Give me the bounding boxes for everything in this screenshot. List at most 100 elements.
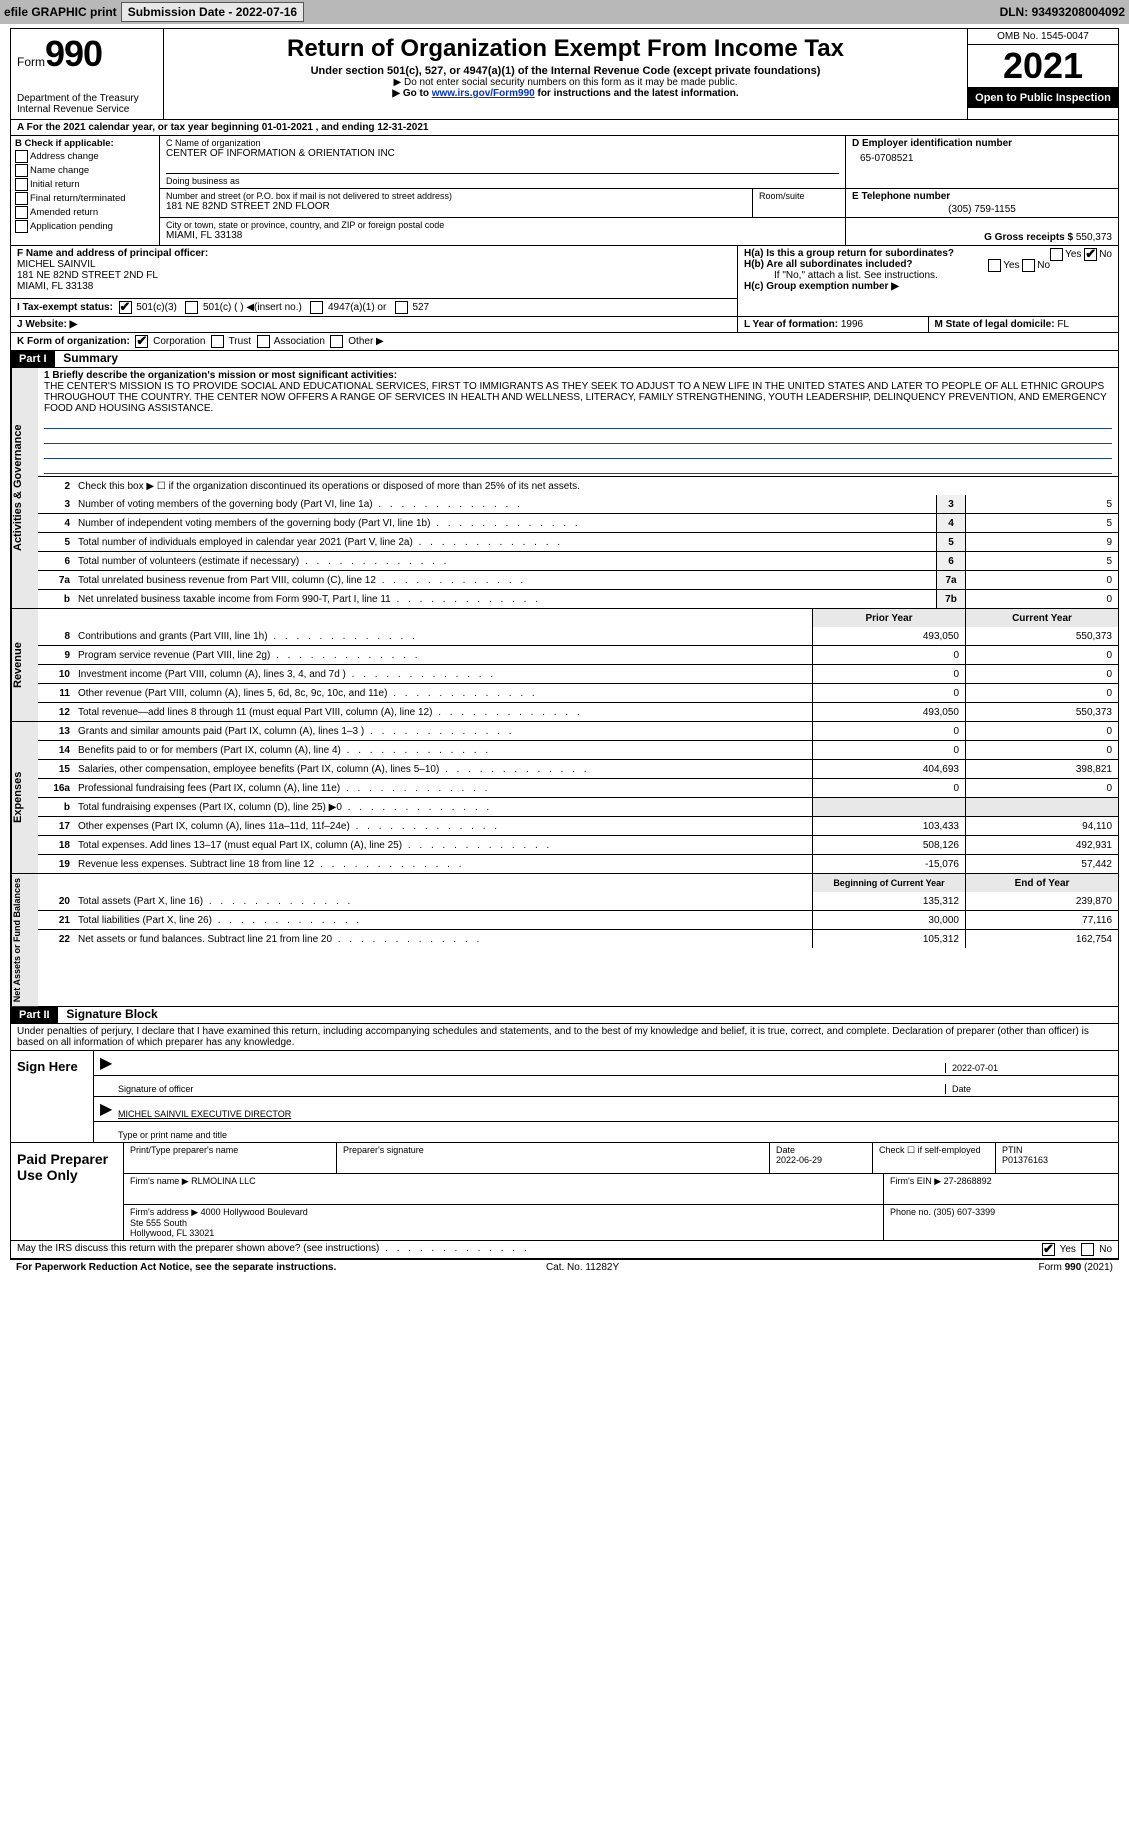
part1-title: Summary	[57, 351, 118, 365]
sign-here-label: Sign Here	[11, 1051, 94, 1142]
cb-initial-return[interactable]: Initial return	[15, 178, 155, 191]
cb-final-return[interactable]: Final return/terminated	[15, 192, 155, 205]
rev-header: Prior Year Current Year	[38, 609, 1118, 627]
form-page: Form990 Department of the Treasury Inter…	[0, 24, 1129, 1285]
gov-line-4: 4Number of independent voting members of…	[38, 513, 1118, 532]
ein-value: 65-0708521	[852, 149, 1112, 168]
cb-501c3[interactable]	[119, 301, 132, 314]
row-a-period: A For the 2021 calendar year, or tax yea…	[10, 120, 1119, 136]
col-g-receipts: G Gross receipts $ 550,373	[846, 218, 1118, 245]
mission-text: THE CENTER'S MISSION IS TO PROVIDE SOCIA…	[44, 381, 1107, 414]
net-header: Beginning of Current Year End of Year	[38, 874, 1118, 892]
cb-name-change[interactable]: Name change	[15, 164, 155, 177]
cb-527[interactable]	[395, 301, 408, 314]
ptin: P01376163	[1002, 1155, 1048, 1165]
note-ssn: ▶ Do not enter social security numbers o…	[172, 77, 959, 88]
paid-preparer-label: Paid Preparer Use Only	[11, 1143, 124, 1240]
col-c: C Name of organization CENTER OF INFORMA…	[160, 136, 1118, 245]
submission-date-btn[interactable]: Submission Date - 2022-07-16	[121, 2, 304, 22]
paid-preparer-block: Paid Preparer Use Only Print/Type prepar…	[10, 1143, 1119, 1241]
principal-officer: F Name and address of principal officer:…	[11, 246, 737, 299]
hb-yes[interactable]	[988, 259, 1001, 272]
arrow-icon: ▶	[100, 1053, 118, 1073]
rev-line-9: 9Program service revenue (Part VIII, lin…	[38, 645, 1118, 664]
irs-no[interactable]	[1081, 1243, 1094, 1256]
col-d-ein: D Employer identification number 65-0708…	[846, 136, 1118, 188]
header-right: OMB No. 1545-0047 2021 Open to Public In…	[967, 29, 1118, 119]
net-line-22: 22Net assets or fund balances. Subtract …	[38, 929, 1118, 948]
cb-corp[interactable]	[135, 335, 148, 348]
irs-link[interactable]: www.irs.gov/Form990	[432, 88, 535, 99]
state-domicile: M State of legal domicile: FL	[929, 317, 1119, 332]
block-bc: B Check if applicable: Address change Na…	[10, 136, 1119, 246]
cb-assoc[interactable]	[257, 335, 270, 348]
cb-4947[interactable]	[310, 301, 323, 314]
phone-value: (305) 759-1155	[852, 202, 1112, 215]
dept-label: Department of the Treasury Internal Reve…	[17, 93, 157, 115]
cb-address-change[interactable]: Address change	[15, 150, 155, 163]
irs-yes[interactable]	[1042, 1243, 1055, 1256]
section-net-assets: Net Assets or Fund Balances Beginning of…	[10, 874, 1119, 1007]
header-left: Form990 Department of the Treasury Inter…	[11, 29, 164, 119]
exp-line-19: 19Revenue less expenses. Subtract line 1…	[38, 854, 1118, 873]
side-rev: Revenue	[11, 609, 38, 721]
officer-name: MICHEL SAINVIL EXECUTIVE DIRECTOR	[118, 1109, 1112, 1119]
gov-line-6: 6Total number of volunteers (estimate if…	[38, 551, 1118, 570]
room-suite: Room/suite	[753, 189, 846, 217]
perjury-text: Under penalties of perjury, I declare th…	[10, 1024, 1119, 1051]
section-revenue: Revenue Prior Year Current Year 8Contrib…	[10, 609, 1119, 722]
cb-other[interactable]	[330, 335, 343, 348]
ha-no[interactable]	[1084, 248, 1097, 261]
row-i-tax-status: I Tax-exempt status: 501(c)(3) 501(c) ( …	[11, 299, 737, 317]
mission-block: 1 Briefly describe the organization's mi…	[38, 368, 1118, 476]
ha-yes[interactable]	[1050, 248, 1063, 261]
gov-line-7a: 7aTotal unrelated business revenue from …	[38, 570, 1118, 589]
row-k-form-org: K Form of organization: Corporation Trus…	[10, 333, 1119, 351]
prep-date: 2022-06-29	[776, 1155, 822, 1165]
sign-here-block: Sign Here ▶ 2022-07-01 Signature of offi…	[10, 1051, 1119, 1143]
h-a: H(a) Is this a group return for subordin…	[744, 248, 1112, 259]
dln: DLN: 93493208004092	[1000, 5, 1125, 19]
hb-no[interactable]	[1022, 259, 1035, 272]
cb-501c[interactable]	[185, 301, 198, 314]
h-c: H(c) Group exemption number ▶	[744, 281, 1112, 292]
exp-line-15: 15Salaries, other compensation, employee…	[38, 759, 1118, 778]
gov-line-5: 5Total number of individuals employed in…	[38, 532, 1118, 551]
cat-no: Cat. No. 11282Y	[546, 1262, 619, 1273]
arrow-icon: ▶	[100, 1099, 118, 1119]
cb-amended[interactable]: Amended return	[15, 206, 155, 219]
org-name: CENTER OF INFORMATION & ORIENTATION INC	[166, 148, 839, 159]
section-governance: Activities & Governance 1 Briefly descri…	[10, 368, 1119, 609]
cb-app-pending[interactable]: Application pending	[15, 220, 155, 233]
block-fhi: F Name and address of principal officer:…	[10, 246, 1119, 333]
col-h: H(a) Is this a group return for subordin…	[738, 246, 1118, 332]
line-2: 2 Check this box ▶ ☐ if the organization…	[38, 476, 1118, 495]
cb-trust[interactable]	[211, 335, 224, 348]
form-subtitle: Under section 501(c), 527, or 4947(a)(1)…	[172, 65, 959, 77]
rev-line-12: 12Total revenue—add lines 8 through 11 (…	[38, 702, 1118, 721]
net-line-21: 21Total liabilities (Part X, line 26)30,…	[38, 910, 1118, 929]
exp-line-b: bTotal fundraising expenses (Part IX, co…	[38, 797, 1118, 816]
open-inspection: Open to Public Inspection	[968, 88, 1118, 108]
exp-line-18: 18Total expenses. Add lines 13–17 (must …	[38, 835, 1118, 854]
row-j-website: J Website: ▶	[11, 317, 737, 332]
city-state-zip: City or town, state or province, country…	[160, 218, 846, 245]
part2-badge: Part II	[11, 1007, 58, 1023]
firm-name: RLMOLINA LLC	[191, 1176, 256, 1186]
part1-header-row: Part I Summary	[10, 351, 1119, 368]
sign-date: 2022-07-01	[945, 1063, 1112, 1073]
col-e-phone: E Telephone number (305) 759-1155	[846, 189, 1118, 217]
org-name-block: C Name of organization CENTER OF INFORMA…	[160, 136, 846, 188]
header-mid: Return of Organization Exempt From Incom…	[164, 29, 967, 119]
exp-line-16a: 16aProfessional fundraising fees (Part I…	[38, 778, 1118, 797]
omb-number: OMB No. 1545-0047	[968, 29, 1118, 45]
form-number: Form990	[17, 33, 157, 75]
street-address: Number and street (or P.O. box if mail i…	[160, 189, 753, 217]
col-f: F Name and address of principal officer:…	[11, 246, 738, 332]
efile-label: efile GRAPHIC print	[4, 5, 117, 19]
gross-receipts: 550,373	[1076, 232, 1112, 243]
net-line-20: 20Total assets (Part X, line 16)135,3122…	[38, 892, 1118, 910]
rev-line-11: 11Other revenue (Part VIII, column (A), …	[38, 683, 1118, 702]
self-employed-check[interactable]: Check ☐ if self-employed	[873, 1143, 996, 1173]
page-footer: For Paperwork Reduction Act Notice, see …	[10, 1259, 1119, 1275]
